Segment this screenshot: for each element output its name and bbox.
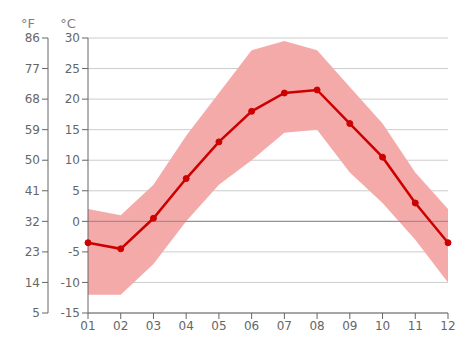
svg-text:0: 0 xyxy=(72,215,80,229)
svg-text:°F: °F xyxy=(21,16,35,31)
svg-text:09: 09 xyxy=(342,319,357,333)
svg-text:15: 15 xyxy=(65,123,80,137)
svg-text:08: 08 xyxy=(309,319,324,333)
svg-text:86: 86 xyxy=(25,31,40,45)
svg-text:41: 41 xyxy=(25,184,40,198)
svg-text:68: 68 xyxy=(25,92,40,106)
svg-text:-10: -10 xyxy=(60,276,80,290)
svg-text:11: 11 xyxy=(408,319,423,333)
svg-text:14: 14 xyxy=(25,276,40,290)
svg-text:06: 06 xyxy=(244,319,259,333)
svg-text:04: 04 xyxy=(179,319,194,333)
svg-text:30: 30 xyxy=(65,31,80,45)
svg-text:20: 20 xyxy=(65,92,80,106)
svg-text:10: 10 xyxy=(375,319,390,333)
svg-text:12: 12 xyxy=(440,319,455,333)
svg-text:5: 5 xyxy=(32,306,40,320)
svg-text:32: 32 xyxy=(25,215,40,229)
svg-text:02: 02 xyxy=(113,319,128,333)
svg-text:10: 10 xyxy=(65,153,80,167)
svg-text:05: 05 xyxy=(211,319,226,333)
svg-text:23: 23 xyxy=(25,245,40,259)
svg-text:50: 50 xyxy=(25,153,40,167)
svg-text:5: 5 xyxy=(72,184,80,198)
svg-text:01: 01 xyxy=(80,319,95,333)
svg-text:59: 59 xyxy=(25,123,40,137)
svg-text:77: 77 xyxy=(25,62,40,76)
svg-text:-5: -5 xyxy=(68,245,80,259)
svg-text:07: 07 xyxy=(277,319,292,333)
svg-text:°C: °C xyxy=(60,16,76,31)
svg-text:03: 03 xyxy=(146,319,161,333)
svg-text:25: 25 xyxy=(65,62,80,76)
svg-text:-15: -15 xyxy=(60,306,80,320)
